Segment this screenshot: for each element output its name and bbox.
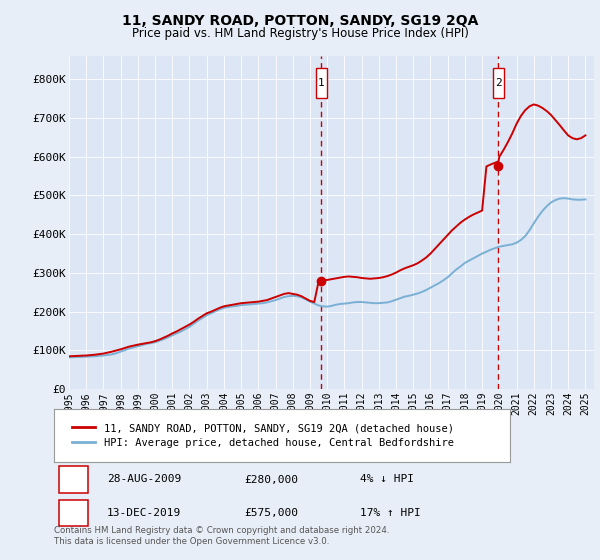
Text: 1: 1: [70, 474, 77, 484]
FancyBboxPatch shape: [493, 68, 504, 98]
FancyBboxPatch shape: [59, 500, 88, 526]
FancyBboxPatch shape: [316, 68, 326, 98]
Text: 2: 2: [70, 508, 77, 518]
Text: Price paid vs. HM Land Registry's House Price Index (HPI): Price paid vs. HM Land Registry's House …: [131, 27, 469, 40]
Text: 28-AUG-2009: 28-AUG-2009: [107, 474, 181, 484]
FancyBboxPatch shape: [59, 466, 88, 493]
Text: 2: 2: [495, 78, 502, 88]
Text: 11, SANDY ROAD, POTTON, SANDY, SG19 2QA: 11, SANDY ROAD, POTTON, SANDY, SG19 2QA: [122, 14, 478, 28]
Text: 1: 1: [318, 78, 325, 88]
Legend: 11, SANDY ROAD, POTTON, SANDY, SG19 2QA (detached house), HPI: Average price, de: 11, SANDY ROAD, POTTON, SANDY, SG19 2QA …: [68, 419, 458, 452]
Text: 4% ↓ HPI: 4% ↓ HPI: [360, 474, 414, 484]
Text: 17% ↑ HPI: 17% ↑ HPI: [360, 508, 421, 518]
Text: 13-DEC-2019: 13-DEC-2019: [107, 508, 181, 518]
Text: Contains HM Land Registry data © Crown copyright and database right 2024.
This d: Contains HM Land Registry data © Crown c…: [54, 526, 389, 546]
Text: £575,000: £575,000: [244, 508, 298, 518]
Text: £280,000: £280,000: [244, 474, 298, 484]
